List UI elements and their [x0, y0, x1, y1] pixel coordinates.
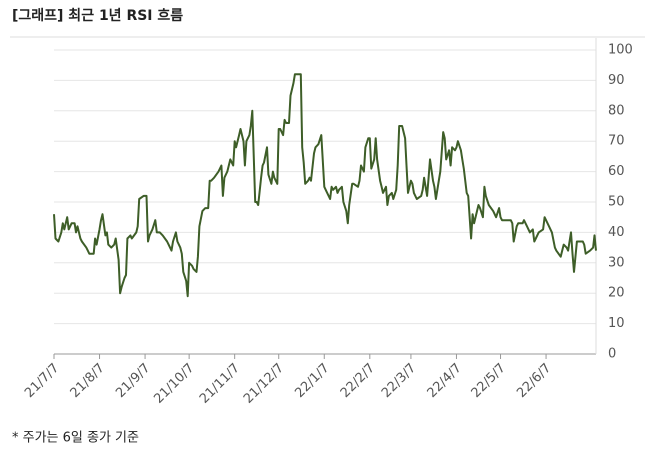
- x-tick-label: 22/5/7: [469, 361, 509, 401]
- line: [53, 73, 597, 298]
- y-tick-label: 90: [608, 73, 625, 88]
- x-tick-label: 22/1/7: [292, 361, 332, 401]
- y-tick-label: 50: [608, 195, 625, 210]
- y-tick-label: 30: [608, 255, 625, 270]
- y-tick-label: 80: [608, 103, 625, 118]
- x-tick-label: 21/11/7: [197, 361, 243, 407]
- x-tick-label: 21/8/7: [68, 361, 108, 401]
- y-tick-label: 20: [608, 286, 625, 301]
- x-tick-label: 22/6/7: [514, 361, 554, 401]
- x-tick-label: 22/2/7: [338, 361, 378, 401]
- x-tick-label: 21/12/7: [241, 361, 287, 407]
- x-tick-label: 21/9/7: [113, 361, 153, 401]
- y-tick-label: 40: [608, 225, 625, 240]
- chart-title: [그래프] 최근 1년 RSI 흐름: [12, 8, 183, 24]
- y-tick-label: 60: [608, 164, 625, 179]
- x-tick-label: 21/7/7: [22, 361, 62, 401]
- y-tick-label: 0: [608, 347, 616, 362]
- x-tick-label: 22/4/7: [425, 361, 465, 401]
- y-tick-label: 100: [608, 43, 633, 58]
- y-tick-label: 70: [608, 134, 625, 149]
- x-tick-label: 21/10/7: [151, 361, 197, 407]
- x-tick-label: 22/3/7: [379, 361, 419, 401]
- footnote: * 주가는 6일 종가 기준: [12, 431, 139, 446]
- y-tick-label: 10: [608, 316, 625, 331]
